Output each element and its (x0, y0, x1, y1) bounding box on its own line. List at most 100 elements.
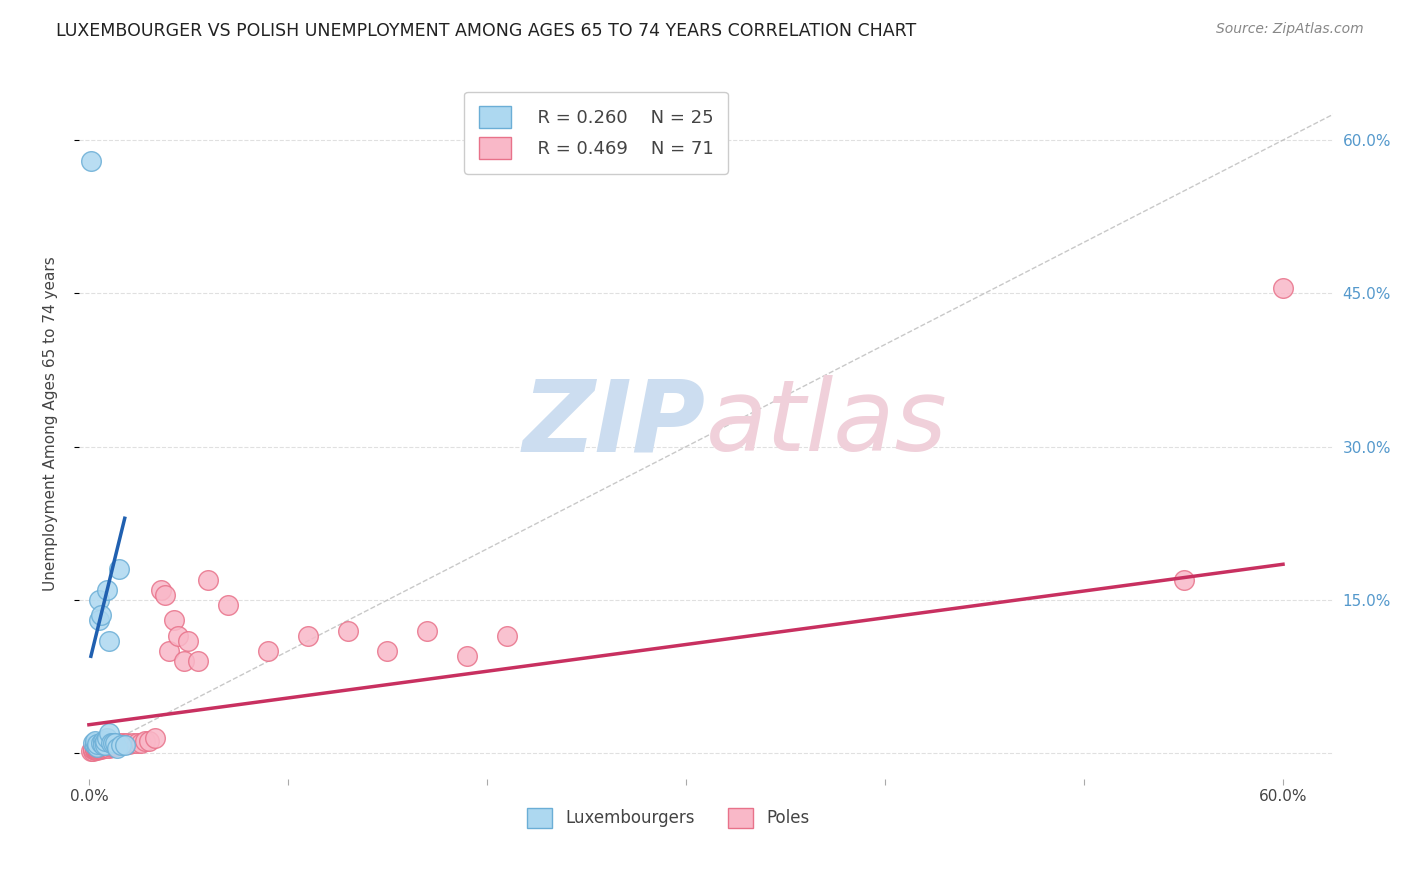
Point (217, 598, 239, 612)
Point (105, 739, 128, 754)
Point (94, 734, 117, 748)
Point (118, 737, 141, 751)
Point (115, 736, 138, 750)
Point (87, 742, 110, 756)
Point (91, 738, 114, 752)
Point (90, 739, 112, 754)
Point (257, 644, 280, 658)
Point (153, 588, 176, 602)
Point (107, 736, 129, 750)
Point (87, 614, 110, 628)
Point (100, 740, 122, 755)
Point (100, 737, 122, 751)
Point (96, 739, 118, 754)
Point (97, 739, 120, 754)
Legend: Luxembourgers, Poles: Luxembourgers, Poles (520, 801, 817, 835)
Point (416, 624, 439, 638)
Point (187, 654, 209, 668)
Point (96, 582, 118, 597)
Point (134, 734, 156, 748)
Point (107, 562, 129, 576)
Point (125, 736, 148, 750)
Point (91, 738, 114, 752)
Point (94, 738, 117, 752)
Point (87, 593, 110, 607)
Point (197, 573, 219, 587)
Point (495, 629, 517, 643)
Point (83, 743, 105, 757)
Point (101, 739, 124, 754)
Point (90, 736, 112, 750)
Point (110, 738, 132, 752)
Point (1272, 281, 1295, 295)
Point (97, 741, 120, 756)
Point (114, 737, 136, 751)
Point (91, 741, 114, 756)
Point (82, 744, 104, 758)
Point (87, 741, 110, 756)
Point (104, 736, 127, 750)
Point (86, 743, 108, 757)
Point (80, 744, 103, 758)
Point (91, 740, 114, 755)
Point (86, 741, 108, 756)
Point (129, 736, 152, 750)
Point (105, 741, 128, 756)
Text: atlas: atlas (706, 376, 948, 472)
Point (101, 738, 124, 752)
Point (1173, 573, 1195, 587)
Text: LUXEMBOURGER VS POLISH UNEMPLOYMENT AMONG AGES 65 TO 74 YEARS CORRELATION CHART: LUXEMBOURGER VS POLISH UNEMPLOYMENT AMON… (56, 22, 917, 40)
Point (91, 734, 114, 748)
Point (97, 634, 120, 648)
Point (83, 734, 105, 748)
Point (87, 739, 110, 754)
Point (94, 739, 117, 754)
Point (94, 741, 117, 756)
Point (83, 742, 105, 756)
Point (177, 634, 200, 648)
Point (90, 608, 112, 623)
Text: Source: ZipAtlas.com: Source: ZipAtlas.com (1216, 22, 1364, 37)
Point (86, 742, 108, 756)
Point (97, 726, 120, 740)
Point (111, 736, 134, 750)
Point (105, 737, 128, 751)
Point (83, 741, 105, 756)
Point (96, 731, 118, 745)
Point (297, 629, 319, 643)
Point (101, 736, 124, 750)
Point (94, 740, 117, 755)
Point (82, 736, 104, 750)
Point (100, 736, 122, 750)
Point (173, 654, 195, 668)
Point (86, 737, 108, 751)
Point (104, 737, 127, 751)
Point (149, 582, 172, 597)
Point (83, 738, 105, 752)
Point (82, 742, 104, 756)
Point (86, 740, 108, 755)
Point (107, 738, 129, 752)
Point (100, 739, 122, 754)
Point (96, 738, 118, 752)
Point (456, 649, 478, 664)
Point (336, 624, 359, 638)
Point (97, 738, 120, 752)
Point (163, 614, 186, 628)
Point (80, 153, 103, 168)
Point (87, 740, 110, 755)
Point (104, 739, 127, 754)
Point (101, 736, 124, 750)
Text: ZIP: ZIP (523, 376, 706, 472)
Point (138, 734, 160, 748)
Point (121, 736, 143, 750)
Point (90, 740, 112, 755)
Point (96, 740, 118, 755)
Point (157, 644, 180, 658)
Point (90, 741, 112, 756)
Y-axis label: Unemployment Among Ages 65 to 74 years: Unemployment Among Ages 65 to 74 years (44, 256, 58, 591)
Point (110, 737, 132, 751)
Point (90, 742, 112, 756)
Point (377, 644, 399, 658)
Point (167, 629, 190, 643)
